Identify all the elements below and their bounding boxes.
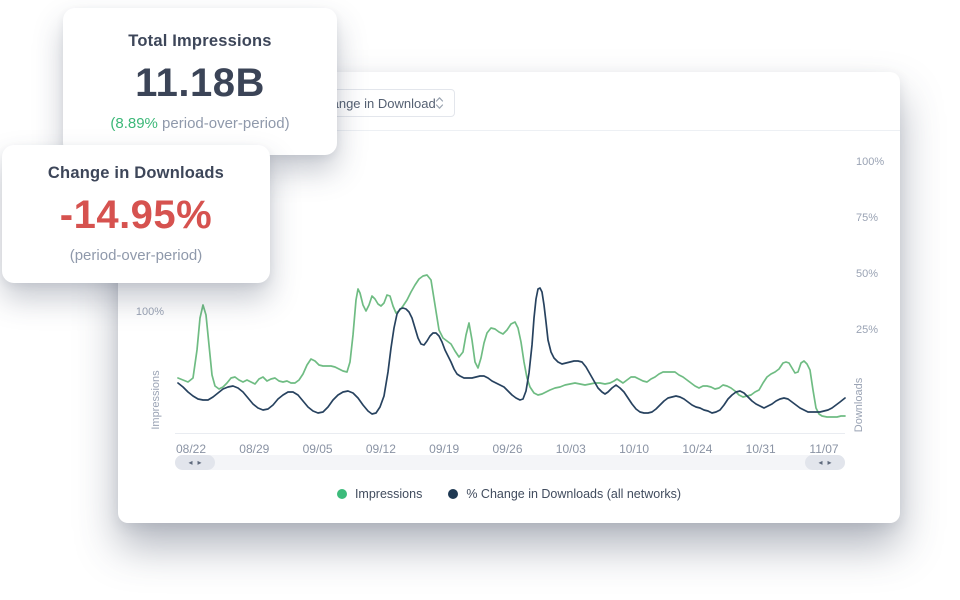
x-axis-line xyxy=(175,433,845,434)
scroll-left-arrow-icon[interactable]: ◂ xyxy=(188,457,193,467)
x-tick-label: 09/12 xyxy=(365,442,396,456)
x-tick-label: 09/26 xyxy=(492,442,523,456)
scroll-right-arrow-icon[interactable]: ▸ xyxy=(197,457,202,467)
card-value: -14.95% xyxy=(59,193,213,237)
x-tick-label: 08/29 xyxy=(239,442,270,456)
scroll-right-arrow-icon[interactable]: ▸ xyxy=(827,457,832,467)
panel-header-divider xyxy=(118,130,900,131)
card-subtitle: (period-over-period) xyxy=(69,247,203,264)
x-tick-label: 11/07 xyxy=(809,442,839,456)
legend-dot-icon xyxy=(448,489,459,499)
left-axis-title: Impressions xyxy=(150,370,162,430)
chart-scrollbar-track[interactable]: ◂ ▸ ◂ ▸ xyxy=(175,455,845,470)
right-axis-tick: 75% xyxy=(856,212,879,224)
right-axis-tick: 25% xyxy=(856,324,879,336)
change-in-downloads-card: Change in Downloads -14.95% (period-over… xyxy=(2,145,270,283)
legend-label: % Change in Downloads (all networks) xyxy=(466,487,682,501)
card-subtitle: (8.89% period-over-period) xyxy=(110,115,289,132)
delta-positive: (8.89% xyxy=(110,114,158,132)
metric-dropdown-value: Change in Downloads xyxy=(315,95,435,111)
card-title: Total Impressions xyxy=(128,31,272,50)
x-tick-label: 09/19 xyxy=(429,442,460,456)
legend-item-1[interactable]: % Change in Downloads (all networks) xyxy=(448,487,681,501)
up-down-caret-icon xyxy=(435,96,444,110)
card-value: 11.18B xyxy=(135,60,265,105)
right-axis-title: Downloads xyxy=(853,377,865,433)
x-tick-label: 10/24 xyxy=(682,442,713,456)
delta-caption: period-over-period) xyxy=(157,114,290,132)
legend-dot-icon xyxy=(336,489,347,499)
x-tick-label: 10/03 xyxy=(555,442,586,456)
scroll-left-arrow-icon[interactable]: ◂ xyxy=(818,457,823,467)
x-tick-label: 09/05 xyxy=(302,442,333,456)
legend-label: Impressions xyxy=(354,487,423,501)
x-tick-label: 10/31 xyxy=(745,442,776,456)
scrollbar-thumb-left[interactable]: ◂ ▸ xyxy=(175,455,215,470)
series-line-0 xyxy=(177,274,846,418)
legend-item-0[interactable]: Impressions xyxy=(336,487,423,501)
x-tick-label: 10/10 xyxy=(619,442,650,456)
chart-legend: Impressions % Change in Downloads (all ne… xyxy=(118,487,900,501)
total-impressions-card: Total Impressions 11.18B (8.89% period-o… xyxy=(63,8,337,155)
left-axis-tick-100: 100% xyxy=(135,306,164,318)
card-title: Change in Downloads xyxy=(47,164,225,182)
right-axis-tick: 100% xyxy=(856,156,885,168)
series-line-1 xyxy=(177,287,846,415)
x-tick-label: 08/22 xyxy=(175,442,207,456)
right-axis-tick: 50% xyxy=(856,268,879,280)
scrollbar-thumb-right[interactable]: ◂ ▸ xyxy=(805,455,845,470)
